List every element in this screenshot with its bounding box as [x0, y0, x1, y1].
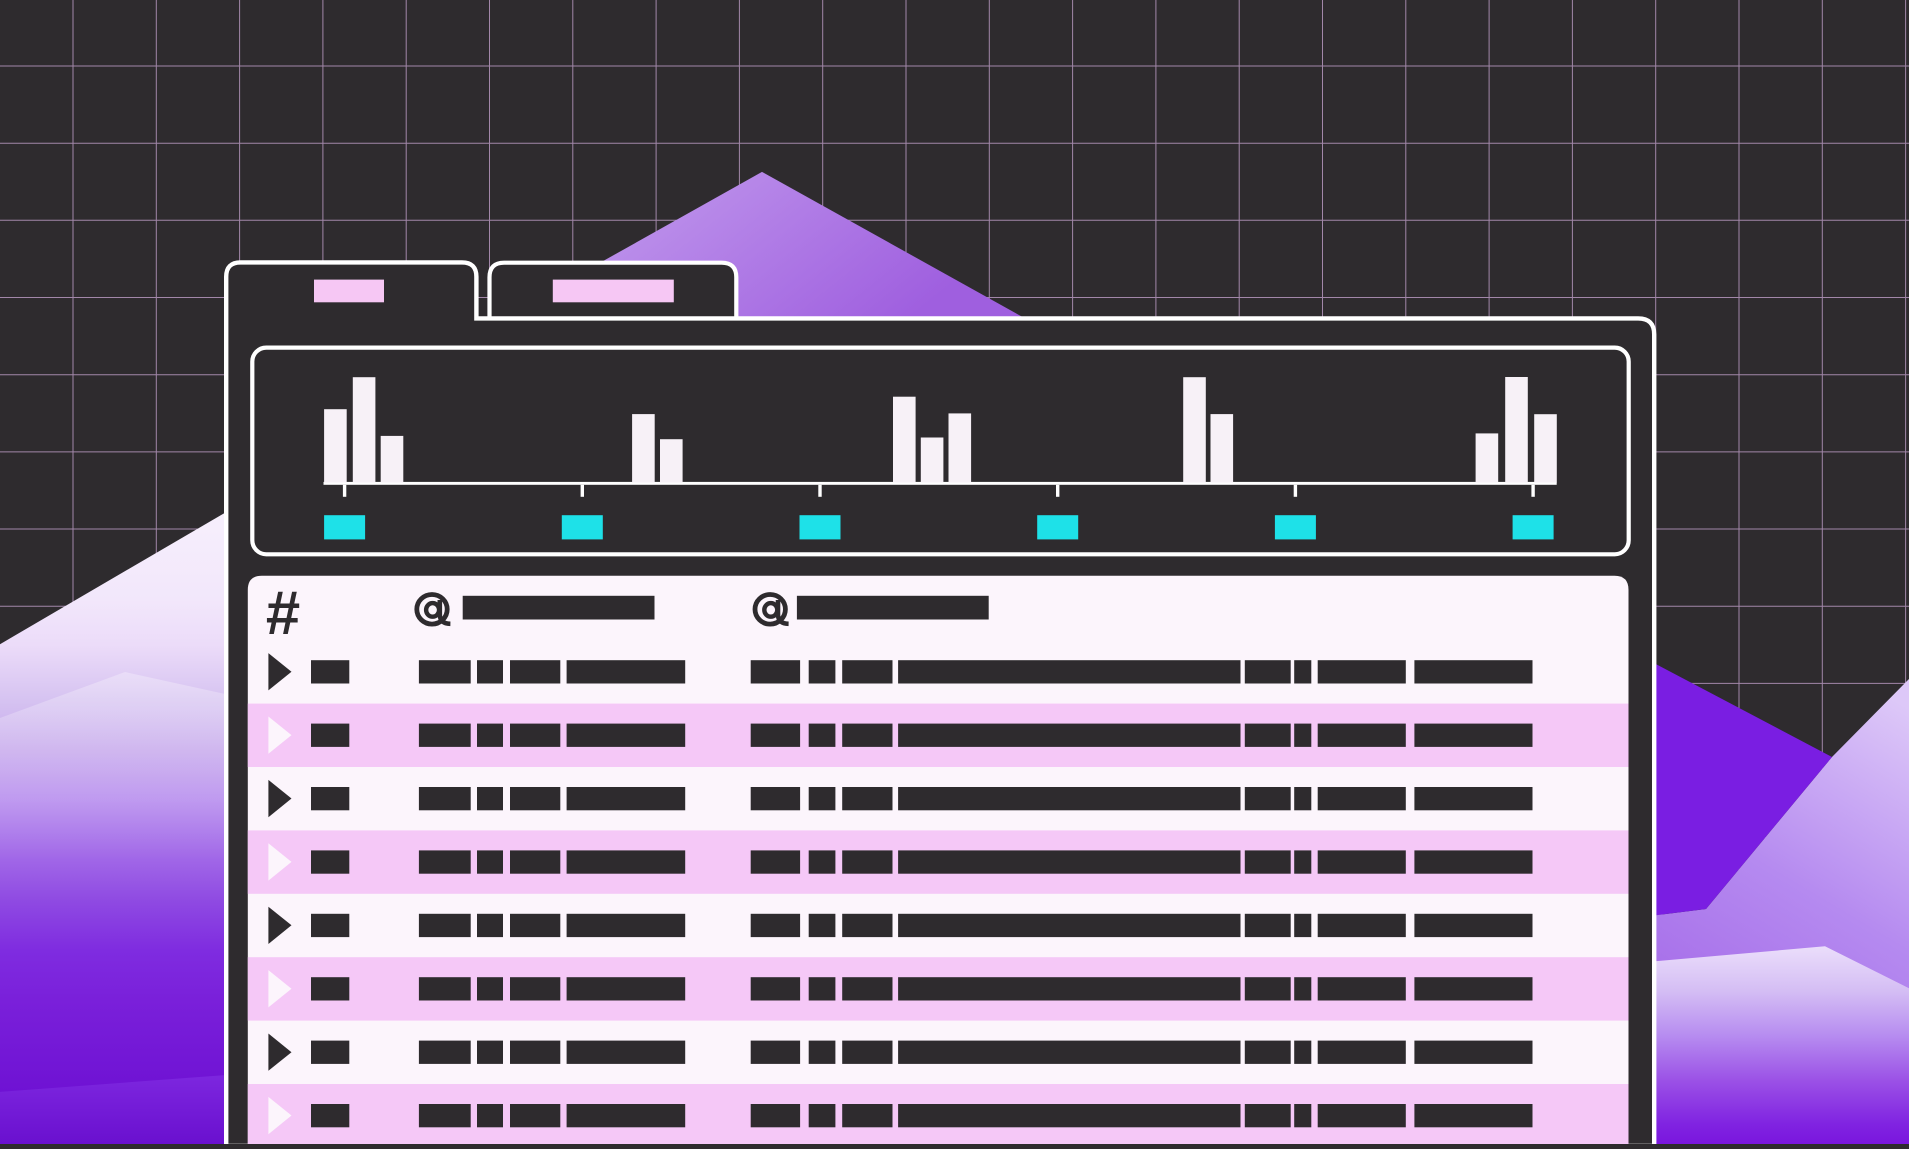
svg-text:#: # — [266, 579, 300, 648]
